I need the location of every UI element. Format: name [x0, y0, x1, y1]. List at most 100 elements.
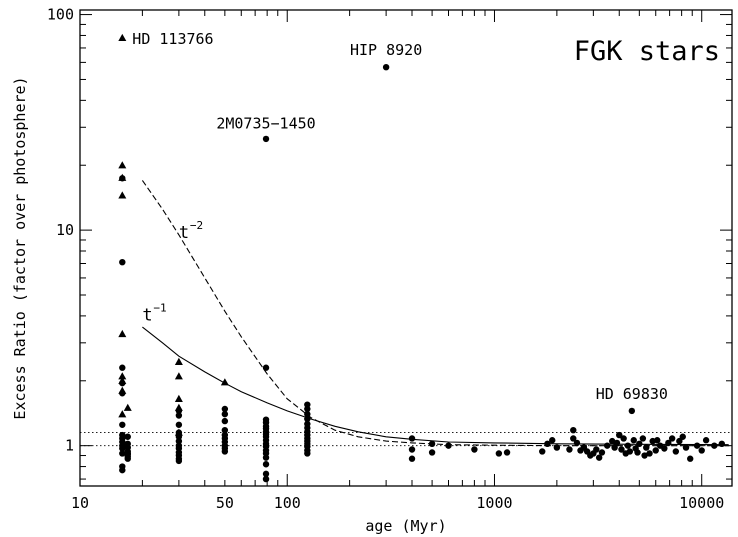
circle-point [428, 440, 436, 448]
x-tick-label: 1000 [476, 494, 512, 512]
circle-point [471, 446, 478, 453]
circle-point [553, 444, 561, 451]
circle-point [175, 437, 183, 445]
triangle-point [174, 357, 183, 365]
circle-point [570, 435, 577, 442]
y-tick-label: 10 [56, 221, 74, 239]
circle-point [119, 364, 126, 371]
x-tick-label: 10000 [679, 494, 724, 512]
circle-point [221, 405, 229, 413]
model-curves [141, 180, 729, 447]
circle-point [175, 407, 183, 415]
circle-point [604, 442, 611, 449]
circle-point [262, 461, 270, 468]
circle-point [445, 442, 452, 449]
circle-point [598, 449, 606, 456]
circle-point [119, 450, 126, 457]
circle-point [304, 405, 311, 413]
triangle-point [118, 372, 127, 380]
circle-point [549, 437, 556, 444]
circle-point [262, 364, 270, 371]
circle-point [262, 454, 270, 461]
triangle-point [174, 372, 183, 380]
circle-point [221, 426, 229, 434]
circle-point [221, 417, 229, 425]
circle-point [428, 449, 436, 456]
circle-point [503, 449, 511, 456]
annotation-label: HD 69830 [596, 385, 668, 403]
circle-point [636, 440, 643, 448]
circle-point [119, 421, 126, 428]
circle-point [652, 447, 659, 454]
axis-ticks [79, 10, 732, 486]
circle-point [262, 135, 270, 143]
triangle-point [118, 191, 127, 199]
x-tick-label: 100 [274, 494, 301, 512]
triangle-point [118, 410, 127, 418]
circle-point [408, 435, 416, 442]
curve-t-2 [141, 180, 729, 447]
circle-point [672, 448, 680, 455]
circle-point [382, 63, 390, 71]
x-tick-label: 10 [71, 494, 89, 512]
circle-point [654, 437, 661, 444]
circle-point [539, 448, 546, 455]
circle-point [175, 412, 183, 419]
curve-t-1 [142, 326, 729, 446]
circle-point [641, 452, 648, 459]
circle-point [711, 442, 718, 449]
circle-point [639, 435, 647, 442]
circle-point [624, 442, 632, 449]
y-axis-label: Excess Ratio (factor over photosphere) [11, 76, 29, 419]
circle-point [618, 446, 625, 453]
corner-label: FGK stars [574, 36, 720, 67]
circle-point [262, 475, 270, 483]
circle-point [668, 435, 676, 442]
circle-point [119, 390, 126, 397]
x-axis-label: age (Myr) [365, 517, 446, 535]
circle-point [646, 450, 653, 457]
tick-labels: 10 50 100 1000 10000 1 10 100 [47, 6, 724, 512]
triangle-point [118, 161, 127, 169]
circle-point [408, 455, 416, 462]
circle-point [124, 433, 131, 440]
reference-lines [80, 432, 732, 447]
circle-point [665, 439, 672, 447]
circle-point [495, 450, 503, 457]
circle-point [119, 466, 126, 474]
x-tick-label: 50 [216, 494, 234, 512]
circle-point [626, 448, 634, 455]
annotation-label: HIP 8920 [350, 41, 422, 59]
circle-point [573, 439, 581, 447]
circle-point [175, 457, 183, 465]
circle-point [304, 410, 311, 418]
triangle-point [118, 33, 127, 42]
circle-point [693, 442, 701, 449]
circle-point [566, 446, 573, 453]
circle-point [682, 444, 690, 451]
y-tick-label: 100 [47, 6, 74, 24]
y-tick-label: 1 [65, 437, 74, 455]
circle-point [634, 449, 641, 456]
triangle-point [174, 394, 183, 402]
circle-point [643, 444, 650, 451]
triangle-point [118, 329, 127, 338]
curve-label-exponent: −1 [153, 302, 166, 315]
circle-point [570, 426, 577, 434]
plot-frame [79, 9, 733, 487]
circle-point [595, 454, 603, 461]
curve-label: t [179, 223, 189, 243]
circle-point [119, 379, 126, 387]
circle-point [620, 435, 627, 442]
circle-point [628, 407, 636, 415]
curve-label-exponent: −2 [190, 219, 203, 232]
circle-point [630, 437, 637, 444]
circle-point [613, 439, 621, 447]
circle-point [702, 437, 710, 444]
triangle-point [220, 378, 229, 386]
circle-point [124, 455, 131, 462]
data-points [118, 33, 726, 483]
circle-point [698, 447, 705, 454]
